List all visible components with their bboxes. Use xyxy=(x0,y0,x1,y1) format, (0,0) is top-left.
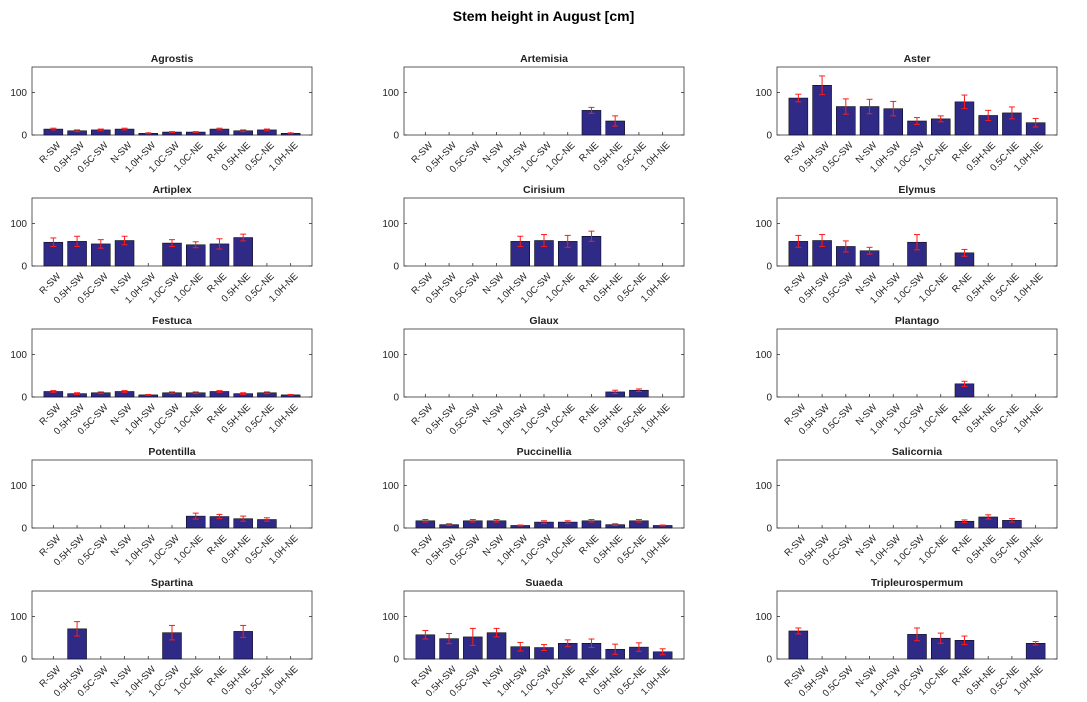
y-tick-label: 100 xyxy=(755,612,772,623)
panel: Agrostis0100R-SW0.5H-SW0.5C-SWN-SW1.0H-S… xyxy=(10,53,313,175)
bar xyxy=(581,110,602,136)
y-tick-label: 0 xyxy=(766,524,772,535)
axes-box xyxy=(403,66,685,136)
y-tick-label: 0 xyxy=(766,131,772,142)
y-tick-label: 0 xyxy=(21,655,27,666)
y-tick-label: 0 xyxy=(21,393,27,404)
bar xyxy=(1025,643,1046,660)
y-tick-label: 0 xyxy=(393,131,399,142)
panel-title: Tripleurospermum xyxy=(871,577,963,589)
y-tick-label: 0 xyxy=(393,524,399,535)
y-tick-label: 0 xyxy=(766,262,772,273)
axes-box xyxy=(31,459,313,529)
panel-title: Salicornia xyxy=(892,446,942,458)
panel: Artiplex0100R-SW0.5H-SW0.5C-SWN-SW1.0H-S… xyxy=(10,184,313,306)
panel-title: Artiplex xyxy=(152,184,191,196)
panel-title: Potentilla xyxy=(148,446,195,458)
y-tick-label: 100 xyxy=(10,219,27,230)
panel-title: Puccinellia xyxy=(517,446,572,458)
axes-box xyxy=(403,459,685,529)
y-tick-label: 100 xyxy=(10,612,27,623)
panel-title: Cirisium xyxy=(523,184,565,196)
y-tick-label: 100 xyxy=(755,350,772,361)
panel: Suaeda0100R-SW0.5H-SW0.5C-SWN-SW1.0H-SW1… xyxy=(382,577,685,699)
y-tick-label: 100 xyxy=(755,88,772,99)
y-tick-label: 0 xyxy=(393,655,399,666)
panel: Salicornia0100R-SW0.5H-SW0.5C-SWN-SW1.0H… xyxy=(755,446,1058,568)
axes-box xyxy=(403,328,685,398)
y-tick-label: 100 xyxy=(382,481,399,492)
axes-box xyxy=(776,459,1058,529)
y-tick-label: 100 xyxy=(10,481,27,492)
y-tick-label: 0 xyxy=(21,262,27,273)
panel: Tripleurospermum0100R-SW0.5H-SW0.5C-SWN-… xyxy=(755,577,1058,699)
bar xyxy=(233,237,253,267)
bar xyxy=(788,97,809,136)
axes-box xyxy=(776,328,1058,398)
y-tick-label: 100 xyxy=(755,219,772,230)
y-tick-label: 100 xyxy=(382,88,399,99)
y-tick-label: 100 xyxy=(755,481,772,492)
panel-title: Glaux xyxy=(529,315,558,327)
panel: Artemisia0100R-SW0.5H-SW0.5C-SWN-SW1.0H-… xyxy=(382,53,685,175)
y-tick-label: 0 xyxy=(21,131,27,142)
y-tick-label: 0 xyxy=(393,393,399,404)
panel-title: Spartina xyxy=(151,577,193,589)
y-tick-label: 0 xyxy=(393,262,399,273)
panel: Puccinellia0100R-SW0.5H-SW0.5C-SWN-SW1.0… xyxy=(382,446,685,568)
panel: Spartina0100R-SW0.5H-SW0.5C-SWN-SW1.0H-S… xyxy=(10,577,313,699)
y-tick-label: 100 xyxy=(382,612,399,623)
figure-title: Stem height in August [cm] xyxy=(452,8,635,24)
axes-box xyxy=(31,328,313,398)
panel: Elymus0100R-SW0.5H-SW0.5C-SWN-SW1.0H-SW1… xyxy=(755,184,1058,306)
panel-title: Agrostis xyxy=(151,53,194,65)
panel: Plantago0100R-SW0.5H-SW0.5C-SWN-SW1.0H-S… xyxy=(755,315,1058,437)
y-tick-label: 100 xyxy=(10,350,27,361)
panel-title: Aster xyxy=(904,53,931,65)
panel-title: Suaeda xyxy=(525,577,563,589)
y-tick-label: 0 xyxy=(766,655,772,666)
panel-title: Artemisia xyxy=(520,53,568,65)
y-tick-label: 100 xyxy=(10,88,27,99)
panel: Glaux0100R-SW0.5H-SW0.5C-SWN-SW1.0H-SW1.… xyxy=(382,315,685,437)
panel-title: Plantago xyxy=(895,315,939,327)
y-tick-label: 100 xyxy=(382,350,399,361)
axes-box xyxy=(31,66,313,136)
panel: Cirisium0100R-SW0.5H-SW0.5C-SWN-SW1.0H-S… xyxy=(382,184,685,306)
panel-title: Elymus xyxy=(898,184,936,196)
panel: Aster0100R-SW0.5H-SW0.5C-SWN-SW1.0H-SW1.… xyxy=(755,53,1058,175)
panel: Festuca0100R-SW0.5H-SW0.5C-SWN-SW1.0H-SW… xyxy=(10,315,313,437)
bar xyxy=(788,630,809,660)
y-tick-label: 0 xyxy=(766,393,772,404)
panel: Potentilla0100R-SW0.5H-SW0.5C-SWN-SW1.0H… xyxy=(10,446,313,568)
y-tick-label: 100 xyxy=(382,219,399,230)
y-tick-label: 0 xyxy=(21,524,27,535)
panel-title: Festuca xyxy=(152,315,192,327)
